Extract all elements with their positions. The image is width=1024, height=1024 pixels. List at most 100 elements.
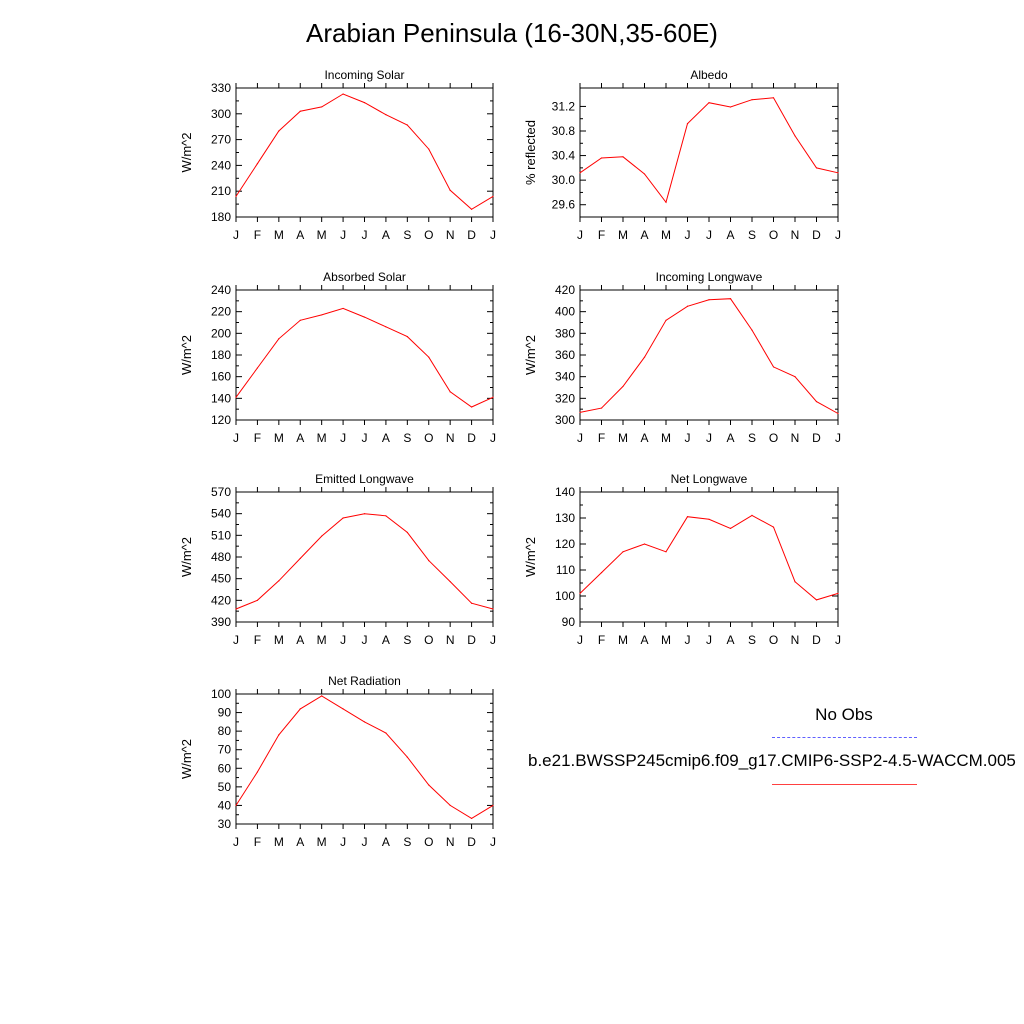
y-tick-label: 120 (555, 537, 575, 551)
data-point (622, 385, 624, 388)
x-tick-label: A (640, 431, 648, 445)
series-line (235, 93, 494, 210)
x-tick-label: D (467, 431, 476, 445)
x-tick-label: M (317, 835, 327, 849)
x-tick-label: D (812, 228, 821, 242)
x-tick-label: A (726, 431, 734, 445)
x-tick-label: A (296, 431, 304, 445)
data-point (235, 396, 237, 398)
data-point (815, 400, 818, 403)
data-point (794, 135, 796, 137)
x-tick-label: O (424, 633, 433, 647)
data-point (406, 531, 408, 534)
x-tick-label: M (274, 835, 284, 849)
data-point (363, 721, 366, 723)
x-tick-label: A (382, 431, 390, 445)
x-tick-label: O (769, 633, 778, 647)
data-point (470, 817, 473, 820)
series-line (579, 298, 839, 414)
series-line (579, 97, 839, 204)
x-tick-label: M (274, 633, 284, 647)
x-tick-label: S (748, 228, 756, 242)
x-tick-label: S (403, 835, 411, 849)
y-axis-label: % reflected (523, 120, 538, 185)
data-point (385, 326, 387, 328)
x-tick-label: F (598, 633, 605, 647)
data-point (363, 102, 366, 104)
x-tick-label: O (769, 228, 778, 242)
x-tick-label: J (685, 431, 691, 445)
y-tick-label: 31.2 (552, 99, 576, 113)
data-point (428, 784, 430, 786)
x-tick-label: M (618, 228, 628, 242)
x-tick-label: J (490, 228, 496, 242)
data-point (342, 517, 344, 519)
x-tick-label: J (835, 228, 841, 242)
chart-title: Net Longwave (671, 472, 748, 486)
x-tick-label: F (254, 431, 261, 445)
y-tick-label: 420 (211, 593, 231, 607)
y-tick-label: 100 (555, 589, 575, 603)
y-tick-label: 90 (218, 706, 232, 720)
x-tick-label: J (362, 835, 368, 849)
x-tick-label: J (362, 431, 368, 445)
series-line (235, 695, 494, 819)
x-tick-label: J (835, 431, 841, 445)
y-tick-label: 130 (555, 511, 575, 525)
chart-title: Incoming Longwave (656, 270, 763, 284)
data-point (794, 581, 796, 583)
data-point (363, 513, 366, 515)
chart-title: Emitted Longwave (315, 472, 414, 486)
data-point (321, 695, 323, 697)
x-tick-label: F (254, 228, 261, 242)
data-point (600, 157, 603, 159)
plot-frame (235, 491, 494, 623)
data-point (470, 602, 473, 604)
y-tick-label: 160 (211, 370, 231, 384)
data-point (235, 608, 237, 610)
data-point (665, 201, 667, 203)
y-tick-label: 220 (211, 305, 231, 319)
x-tick-label: M (661, 228, 671, 242)
x-tick-label: N (791, 431, 800, 445)
x-tick-label: A (296, 835, 304, 849)
x-tick-label: D (467, 633, 476, 647)
y-tick-label: 240 (211, 283, 231, 297)
data-point (321, 106, 323, 108)
data-point (751, 99, 753, 101)
data-point (321, 314, 323, 316)
series-line (235, 307, 494, 408)
x-tick-label: A (296, 228, 304, 242)
data-point (708, 518, 710, 520)
x-tick-label: M (661, 431, 671, 445)
x-tick-label: A (382, 835, 390, 849)
x-tick-label: J (706, 633, 712, 647)
chart-title: Absorbed Solar (323, 270, 406, 284)
data-point (815, 167, 818, 169)
x-tick-label: J (706, 431, 712, 445)
page-title: Arabian Peninsula (16-30N,35-60E) (306, 18, 718, 48)
data-point (299, 708, 301, 710)
data-point (492, 804, 494, 807)
plot-frame (235, 693, 494, 825)
x-tick-label: J (233, 431, 239, 445)
x-tick-label: J (577, 431, 583, 445)
x-tick-label: S (748, 633, 756, 647)
data-point (686, 123, 689, 125)
data-point (256, 771, 259, 773)
data-point (406, 124, 408, 126)
data-point (729, 527, 732, 530)
y-axis-label: W/m^2 (179, 132, 194, 172)
data-point (837, 172, 839, 174)
chart-title: Albedo (690, 68, 728, 82)
chart-title: Net Radiation (328, 674, 401, 688)
data-point (363, 316, 366, 318)
y-tick-label: 30 (218, 817, 232, 831)
data-point (708, 102, 710, 104)
data-point (579, 411, 581, 414)
data-point (299, 110, 301, 112)
data-point (643, 543, 646, 545)
y-tick-label: 330 (211, 81, 231, 95)
